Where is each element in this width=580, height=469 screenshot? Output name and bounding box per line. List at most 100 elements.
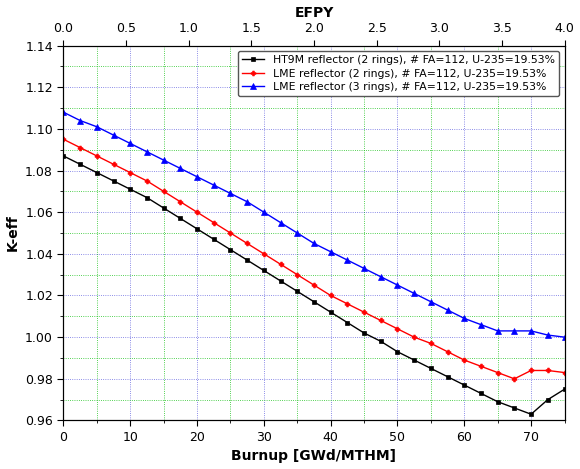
LME reflector (3 rings), # FA=112, U-235=19.53% (394, 282, 401, 288)
LME reflector (3 rings), # FA=112, U-235=19.53% (127, 141, 134, 146)
HT9M reflector (2 rings), # FA=112, U-235=19.53% (427, 365, 434, 371)
LME reflector (3 rings), # FA=112, U-235=19.53% (310, 241, 317, 246)
HT9M reflector (2 rings), # FA=112, U-235=19.53% (211, 236, 218, 242)
HT9M reflector (2 rings), # FA=112, U-235=19.53% (277, 278, 284, 284)
HT9M reflector (2 rings), # FA=112, U-235=19.53% (177, 216, 184, 221)
LME reflector (2 rings), # FA=112, U-235=19.53% (244, 241, 251, 246)
LME reflector (3 rings), # FA=112, U-235=19.53% (227, 190, 234, 196)
LME reflector (3 rings), # FA=112, U-235=19.53% (561, 334, 568, 340)
HT9M reflector (2 rings), # FA=112, U-235=19.53% (77, 161, 84, 167)
HT9M reflector (2 rings), # FA=112, U-235=19.53% (394, 349, 401, 355)
LME reflector (2 rings), # FA=112, U-235=19.53% (377, 318, 384, 323)
HT9M reflector (2 rings), # FA=112, U-235=19.53% (60, 153, 67, 159)
HT9M reflector (2 rings), # FA=112, U-235=19.53% (227, 247, 234, 252)
HT9M reflector (2 rings), # FA=112, U-235=19.53% (544, 397, 551, 402)
LME reflector (3 rings), # FA=112, U-235=19.53% (494, 328, 501, 334)
HT9M reflector (2 rings), # FA=112, U-235=19.53% (110, 178, 117, 184)
HT9M reflector (2 rings), # FA=112, U-235=19.53% (244, 257, 251, 263)
HT9M reflector (2 rings), # FA=112, U-235=19.53% (93, 170, 100, 175)
LME reflector (2 rings), # FA=112, U-235=19.53% (511, 376, 518, 382)
LME reflector (3 rings), # FA=112, U-235=19.53% (211, 182, 218, 188)
HT9M reflector (2 rings), # FA=112, U-235=19.53% (411, 357, 418, 363)
LME reflector (3 rings), # FA=112, U-235=19.53% (511, 328, 518, 334)
LME reflector (2 rings), # FA=112, U-235=19.53% (177, 199, 184, 204)
Line: LME reflector (2 rings), # FA=112, U-235=19.53%: LME reflector (2 rings), # FA=112, U-235… (61, 137, 567, 381)
HT9M reflector (2 rings), # FA=112, U-235=19.53% (127, 187, 134, 192)
LME reflector (3 rings), # FA=112, U-235=19.53% (160, 157, 167, 163)
HT9M reflector (2 rings), # FA=112, U-235=19.53% (260, 268, 267, 273)
LME reflector (3 rings), # FA=112, U-235=19.53% (244, 199, 251, 204)
LME reflector (2 rings), # FA=112, U-235=19.53% (260, 251, 267, 257)
X-axis label: EFPY: EFPY (294, 6, 334, 20)
HT9M reflector (2 rings), # FA=112, U-235=19.53% (327, 310, 334, 315)
LME reflector (2 rings), # FA=112, U-235=19.53% (110, 161, 117, 167)
HT9M reflector (2 rings), # FA=112, U-235=19.53% (511, 405, 518, 411)
LME reflector (3 rings), # FA=112, U-235=19.53% (110, 132, 117, 138)
LME reflector (2 rings), # FA=112, U-235=19.53% (60, 136, 67, 142)
LME reflector (3 rings), # FA=112, U-235=19.53% (143, 149, 150, 155)
LME reflector (2 rings), # FA=112, U-235=19.53% (344, 301, 351, 307)
HT9M reflector (2 rings), # FA=112, U-235=19.53% (528, 411, 535, 417)
LME reflector (3 rings), # FA=112, U-235=19.53% (60, 109, 67, 115)
Y-axis label: K-eff: K-eff (6, 215, 20, 251)
LME reflector (2 rings), # FA=112, U-235=19.53% (444, 349, 451, 355)
LME reflector (2 rings), # FA=112, U-235=19.53% (494, 370, 501, 375)
LME reflector (3 rings), # FA=112, U-235=19.53% (277, 220, 284, 226)
HT9M reflector (2 rings), # FA=112, U-235=19.53% (310, 299, 317, 304)
LME reflector (3 rings), # FA=112, U-235=19.53% (411, 291, 418, 296)
LME reflector (2 rings), # FA=112, U-235=19.53% (394, 326, 401, 332)
LME reflector (2 rings), # FA=112, U-235=19.53% (277, 261, 284, 267)
LME reflector (3 rings), # FA=112, U-235=19.53% (444, 307, 451, 313)
LME reflector (2 rings), # FA=112, U-235=19.53% (294, 272, 301, 278)
LME reflector (2 rings), # FA=112, U-235=19.53% (127, 170, 134, 175)
HT9M reflector (2 rings), # FA=112, U-235=19.53% (477, 391, 484, 396)
LME reflector (2 rings), # FA=112, U-235=19.53% (194, 209, 201, 215)
HT9M reflector (2 rings), # FA=112, U-235=19.53% (461, 382, 467, 388)
LME reflector (3 rings), # FA=112, U-235=19.53% (461, 316, 467, 321)
HT9M reflector (2 rings), # FA=112, U-235=19.53% (160, 205, 167, 211)
LME reflector (3 rings), # FA=112, U-235=19.53% (544, 332, 551, 338)
LME reflector (3 rings), # FA=112, U-235=19.53% (93, 124, 100, 129)
LME reflector (3 rings), # FA=112, U-235=19.53% (294, 230, 301, 236)
LME reflector (3 rings), # FA=112, U-235=19.53% (77, 118, 84, 123)
LME reflector (3 rings), # FA=112, U-235=19.53% (260, 209, 267, 215)
LME reflector (3 rings), # FA=112, U-235=19.53% (427, 299, 434, 304)
HT9M reflector (2 rings), # FA=112, U-235=19.53% (444, 374, 451, 379)
HT9M reflector (2 rings), # FA=112, U-235=19.53% (361, 330, 368, 336)
LME reflector (2 rings), # FA=112, U-235=19.53% (93, 153, 100, 159)
LME reflector (2 rings), # FA=112, U-235=19.53% (143, 178, 150, 184)
LME reflector (2 rings), # FA=112, U-235=19.53% (211, 220, 218, 226)
HT9M reflector (2 rings), # FA=112, U-235=19.53% (494, 399, 501, 405)
LME reflector (3 rings), # FA=112, U-235=19.53% (177, 166, 184, 171)
LME reflector (2 rings), # FA=112, U-235=19.53% (77, 145, 84, 151)
Line: LME reflector (3 rings), # FA=112, U-235=19.53%: LME reflector (3 rings), # FA=112, U-235… (61, 109, 567, 340)
LME reflector (3 rings), # FA=112, U-235=19.53% (377, 274, 384, 280)
LME reflector (2 rings), # FA=112, U-235=19.53% (227, 230, 234, 236)
LME reflector (2 rings), # FA=112, U-235=19.53% (561, 370, 568, 375)
LME reflector (2 rings), # FA=112, U-235=19.53% (427, 340, 434, 346)
LME reflector (2 rings), # FA=112, U-235=19.53% (528, 368, 535, 373)
Legend: HT9M reflector (2 rings), # FA=112, U-235=19.53%, LME reflector (2 rings), # FA=: HT9M reflector (2 rings), # FA=112, U-23… (238, 51, 559, 96)
Line: HT9M reflector (2 rings), # FA=112, U-235=19.53%: HT9M reflector (2 rings), # FA=112, U-23… (61, 153, 567, 416)
HT9M reflector (2 rings), # FA=112, U-235=19.53% (561, 386, 568, 392)
LME reflector (2 rings), # FA=112, U-235=19.53% (327, 293, 334, 298)
LME reflector (2 rings), # FA=112, U-235=19.53% (361, 310, 368, 315)
HT9M reflector (2 rings), # FA=112, U-235=19.53% (377, 339, 384, 344)
HT9M reflector (2 rings), # FA=112, U-235=19.53% (294, 288, 301, 294)
LME reflector (3 rings), # FA=112, U-235=19.53% (528, 328, 535, 334)
X-axis label: Burnup [GWd/MTHM]: Burnup [GWd/MTHM] (231, 449, 397, 463)
HT9M reflector (2 rings), # FA=112, U-235=19.53% (194, 226, 201, 232)
HT9M reflector (2 rings), # FA=112, U-235=19.53% (143, 195, 150, 200)
LME reflector (2 rings), # FA=112, U-235=19.53% (477, 363, 484, 369)
LME reflector (2 rings), # FA=112, U-235=19.53% (411, 334, 418, 340)
LME reflector (2 rings), # FA=112, U-235=19.53% (160, 189, 167, 194)
LME reflector (3 rings), # FA=112, U-235=19.53% (327, 249, 334, 255)
HT9M reflector (2 rings), # FA=112, U-235=19.53% (344, 320, 351, 325)
LME reflector (3 rings), # FA=112, U-235=19.53% (194, 174, 201, 180)
LME reflector (3 rings), # FA=112, U-235=19.53% (361, 265, 368, 271)
LME reflector (2 rings), # FA=112, U-235=19.53% (461, 357, 467, 363)
LME reflector (3 rings), # FA=112, U-235=19.53% (477, 322, 484, 327)
LME reflector (2 rings), # FA=112, U-235=19.53% (310, 282, 317, 288)
LME reflector (2 rings), # FA=112, U-235=19.53% (544, 368, 551, 373)
LME reflector (3 rings), # FA=112, U-235=19.53% (344, 257, 351, 263)
